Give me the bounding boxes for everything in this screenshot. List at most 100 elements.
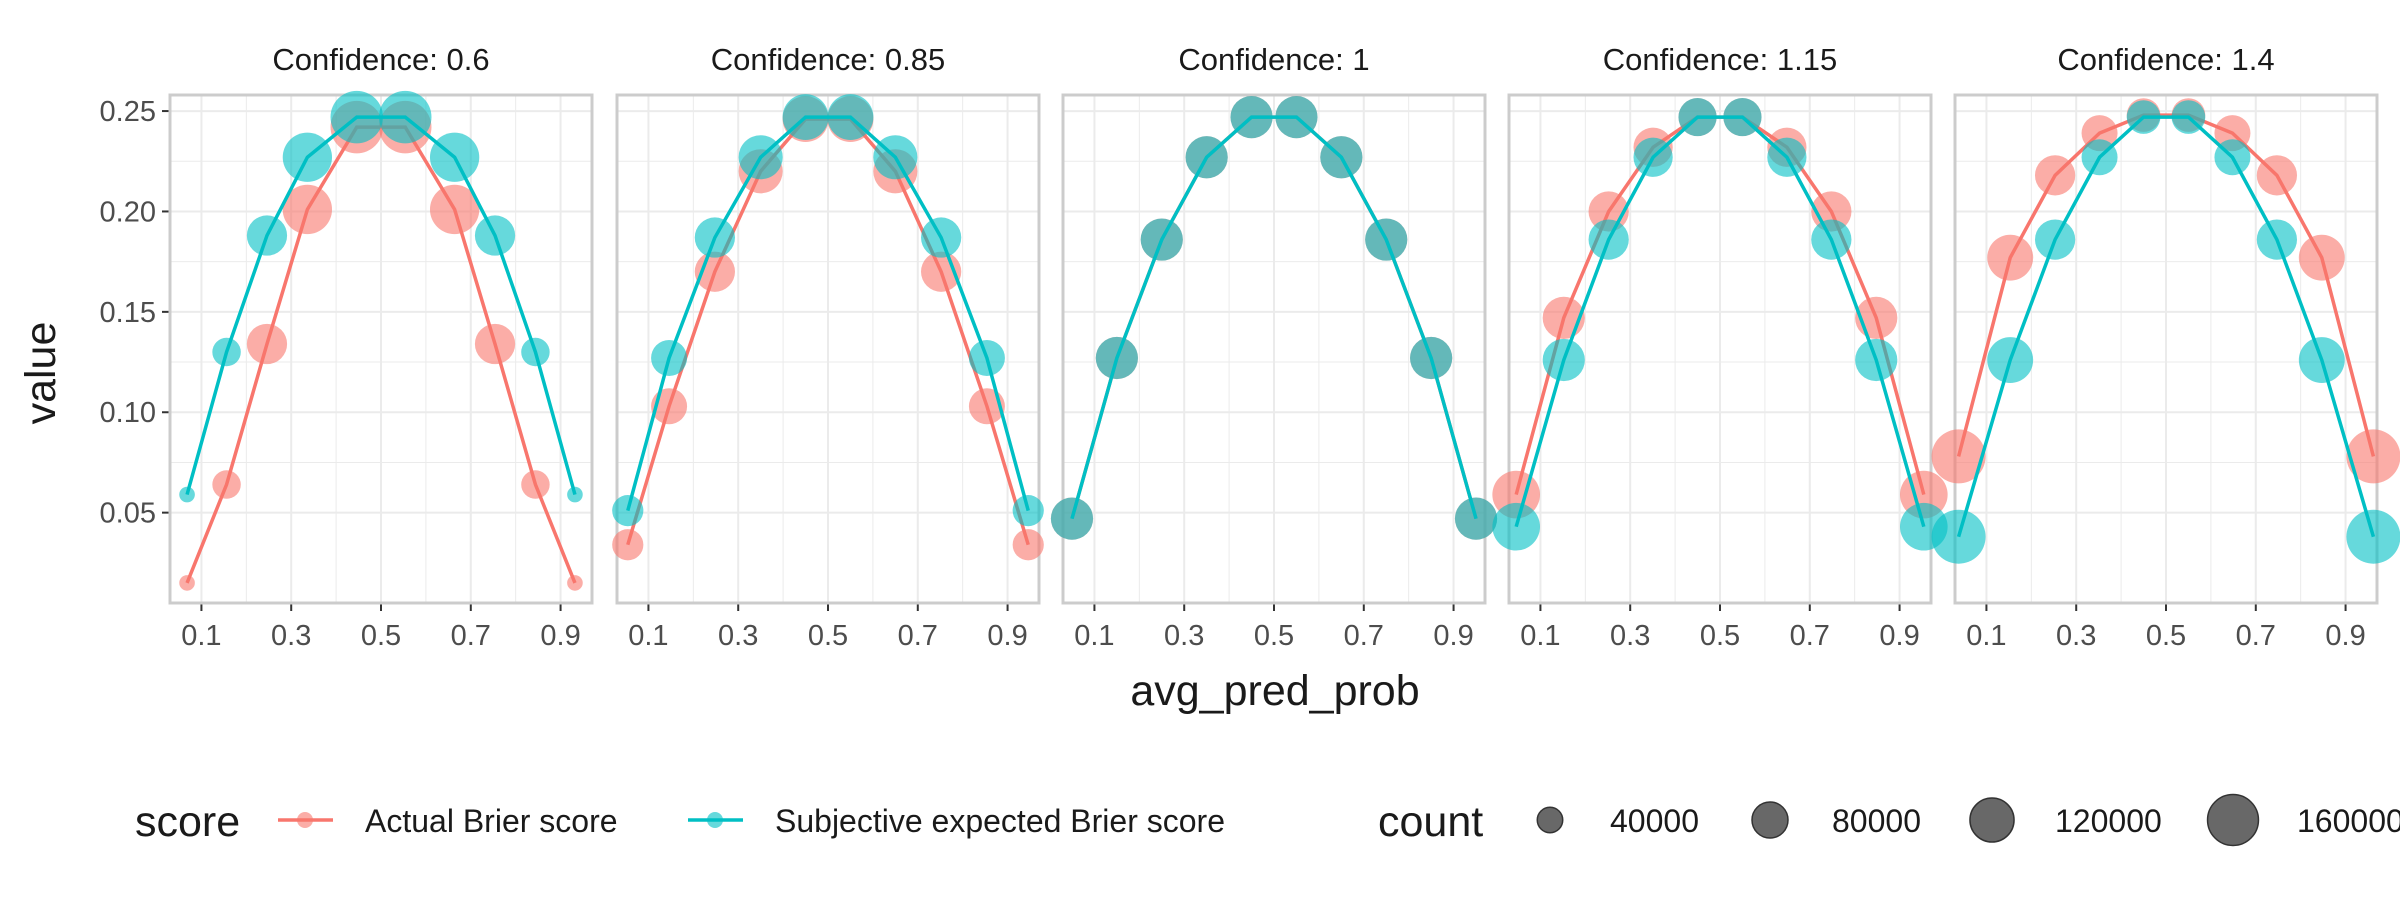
subjective-brier-point [612,495,644,527]
subjective-brier-point [1140,218,1183,261]
x-tick-label: 0.1 [1074,620,1114,652]
facet-strip-label: Confidence: 1.4 [2057,42,2274,77]
subjective-brier-point [2126,100,2161,134]
subjective-brier-point [2346,509,2400,564]
x-tick-label: 0.5 [2146,620,2186,652]
subjective-brier-point [330,90,383,144]
facet-strip-label: Confidence: 0.85 [711,42,945,77]
x-tick-label: 0.5 [808,620,848,652]
actual-brier-point [474,323,516,365]
subjective-brier-point [782,94,829,141]
subjective-brier-point [1185,136,1228,179]
panel-border [615,93,1041,605]
x-tick-label: 0.5 [1254,620,1294,652]
subjective-brier-point [379,90,432,144]
subjective-brier-point [1492,502,1540,551]
x-tick-label: 0.1 [1966,620,2006,652]
x-tick-label: 0.7 [451,620,491,652]
x-tick-label: 0.9 [987,620,1027,652]
actual-brier-point [1012,529,1044,561]
subjective-brier-line [1514,115,1926,528]
x-tick-label: 0.5 [361,620,401,652]
legend-key-subjective: Subjective expected Brier score [688,803,1225,839]
subjective-brier-point [567,486,583,503]
subjective-brier-point [2214,139,2251,176]
subjective-brier-point [521,337,550,367]
facet-panel-3: Confidence: 1 0.1 0.3 0.5 0.7 0.9 [1050,42,1498,652]
x-tick-label: 0.7 [898,620,938,652]
size-legend-label: 160000 [2297,803,2400,839]
legend-color-items: Actual Brier score Subjective expected Br… [278,803,1225,839]
panel-border [1061,93,1487,605]
x-axis-title: avg_pred_prob [1130,667,1419,715]
facet-strip-label: Confidence: 1 [1178,42,1369,77]
subjective-brier-point [1365,218,1408,261]
x-tick-label: 0.3 [271,620,311,652]
y-tick-label: 0.20 [100,196,156,228]
size-legend-circle [1969,797,2015,843]
size-legend-label: 80000 [1832,803,1921,839]
legend-size-items: 40000 80000 120000 160000 [1536,793,2400,847]
legend-color-title: score [135,798,240,846]
subjective-brier-point [246,215,288,256]
subjective-brier-point [2171,100,2206,134]
subjective-brier-point [2298,337,2345,383]
subjective-brier-point [212,337,241,367]
facet-panels: Confidence: 0.6 0.1 0.3 0.5 0.7 0.9 0.05 0.10 0.… [100,42,2400,652]
size-legend-item: 160000 [2206,793,2400,847]
subjective-brier-point [1542,338,1585,382]
subjective-brier-line [1070,115,1478,520]
subjective-brier-point [1410,336,1453,380]
x-tick-label: 0.7 [1790,620,1830,652]
legend-label: Subjective expected Brier score [775,803,1225,839]
x-tick-label: 0.3 [1164,620,1204,652]
panel-border [1953,93,2379,605]
subjective-brier-point [179,486,195,503]
panel-border [168,93,594,605]
actual-brier-point [612,529,644,561]
subjective-brier-point [1931,509,1986,564]
x-tick-label: 0.9 [2325,620,2365,652]
actual-brier-point [1987,234,2034,281]
x-tick-label: 0.1 [181,620,221,652]
y-axis-title: value [17,322,65,425]
actual-brier-line [1956,113,2376,457]
actual-brier-point [212,470,241,499]
subjective-brier-point [694,217,735,258]
x-tick-label: 0.3 [2056,620,2096,652]
subjective-brier-point [1678,97,1717,137]
subjective-brier-line [1956,115,2376,538]
x-tick-label: 0.1 [628,620,668,652]
subjective-brier-point [429,132,480,182]
y-tick-label: 0.10 [100,397,156,429]
x-tick-label: 0.9 [1879,620,1919,652]
subjective-brier-point [1855,338,1898,382]
size-legend-circle [1751,801,1789,839]
facet-panel-1: Confidence: 0.6 0.1 0.3 0.5 0.7 0.9 0.05 0.10 0.… [100,42,594,652]
x-tick-label: 0.9 [540,620,580,652]
actual-brier-point [282,184,333,235]
x-tick-label: 0.3 [1610,620,1650,652]
x-tick-label: 0.5 [1700,620,1740,652]
x-tick-label: 0.9 [1433,620,1473,652]
subjective-brier-point [651,340,688,377]
facet-panel-2: Confidence: 0.85 0.1 0.3 0.5 0.7 0.9 [612,42,1044,652]
y-tick-label: 0.15 [100,297,156,329]
subjective-brier-point [474,215,516,256]
x-tick-label: 0.3 [718,620,758,652]
legend-size-title: count [1378,798,1483,846]
legend: score Actual Brier score Subjective expec… [135,793,2400,847]
subjective-brier-point [1320,136,1363,179]
subjective-brier-point [1454,497,1498,540]
subjective-brier-point [968,340,1005,377]
y-tick-label: 0.25 [100,96,156,128]
facet-strip-label: Confidence: 1.15 [1603,42,1837,77]
actual-brier-point [2298,234,2345,281]
facet-strip-label: Confidence: 0.6 [272,42,489,77]
subjective-brier-point [2081,139,2118,176]
subjective-brier-point [1275,95,1318,139]
subjective-brier-point [1723,97,1762,137]
size-legend-label: 40000 [1610,803,1699,839]
subjective-brier-point [1230,95,1273,139]
